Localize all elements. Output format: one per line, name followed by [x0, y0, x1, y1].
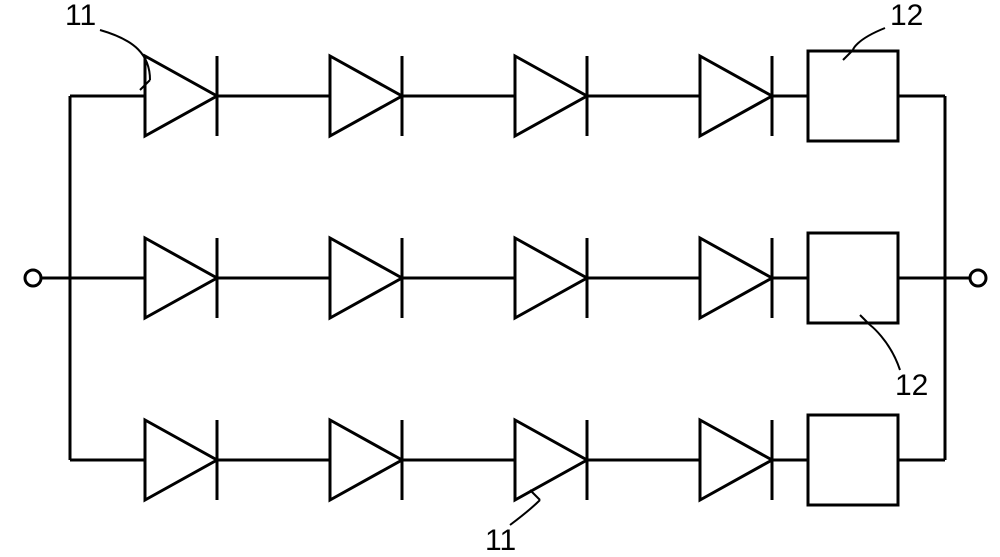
circuit-diagram: 11 12 12 11	[0, 0, 1000, 557]
output-terminal	[970, 270, 986, 286]
callout-12-mid: 12	[895, 369, 928, 402]
load-box	[808, 415, 898, 505]
input-terminal	[25, 270, 41, 286]
callout-12-top: 12	[890, 0, 923, 32]
callout-11: 11	[65, 0, 96, 32]
load-box	[808, 233, 898, 323]
load-box	[808, 51, 898, 141]
callout-11-bot: 11	[485, 524, 516, 557]
